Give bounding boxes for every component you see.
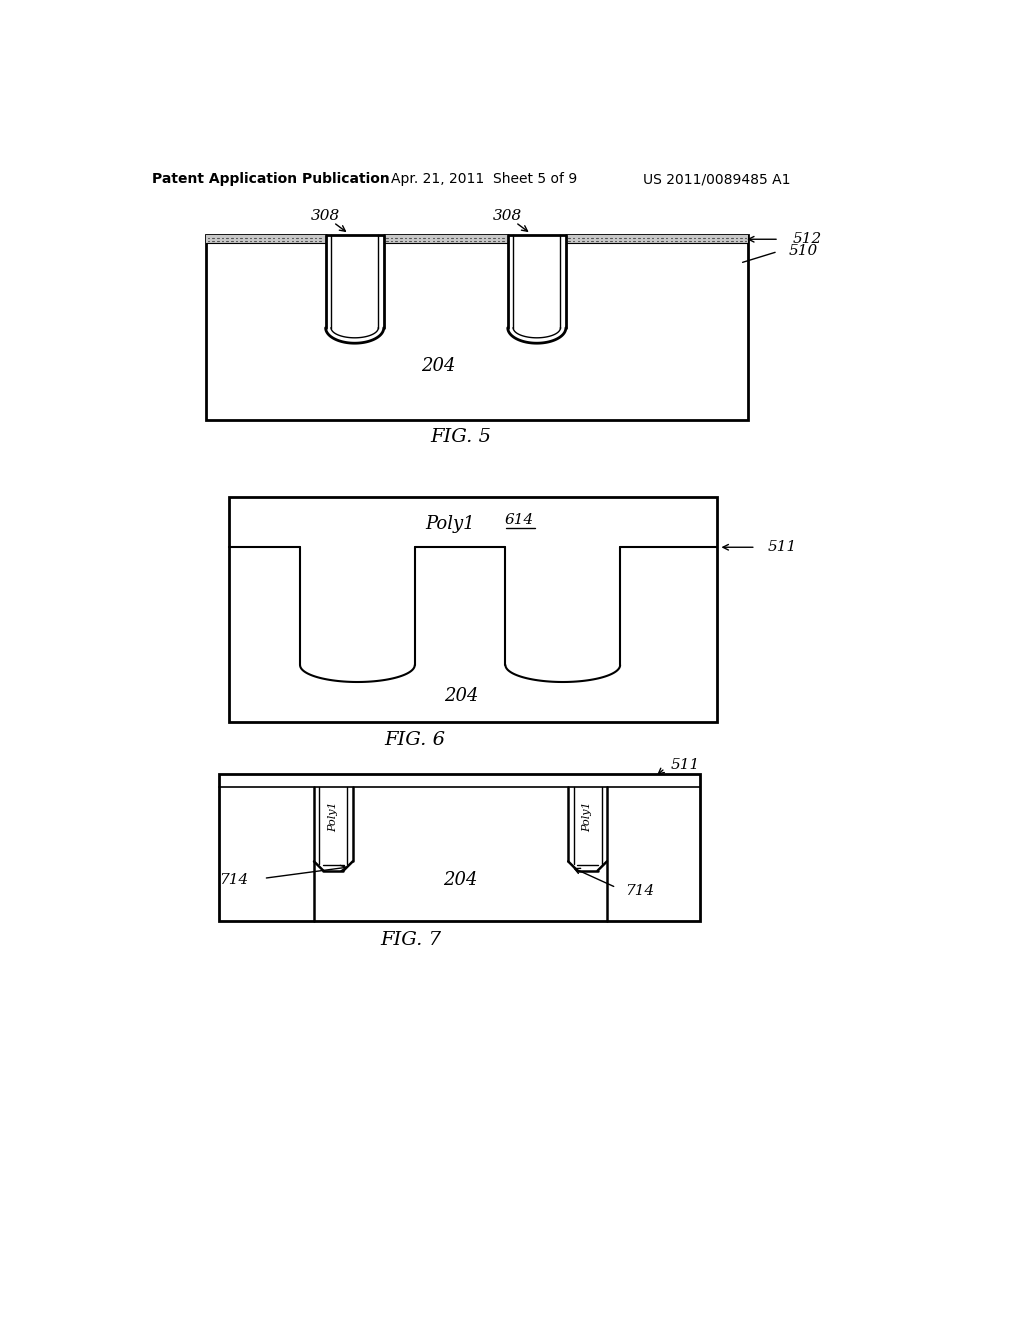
Text: 614: 614 [505,513,534,527]
Text: Patent Application Publication: Patent Application Publication [153,172,390,186]
Text: 714: 714 [626,884,654,899]
Text: 510: 510 [788,244,817,257]
Bar [206,235,748,420]
Text: Poly1: Poly1 [425,515,474,533]
Bar [206,235,326,243]
Bar [384,235,508,243]
Text: 308: 308 [311,209,340,223]
Text: 511: 511 [767,540,797,554]
Text: FIG. 5: FIG. 5 [431,428,492,446]
Text: 204: 204 [444,686,478,705]
Text: Poly1: Poly1 [583,801,593,833]
Text: Apr. 21, 2011  Sheet 5 of 9: Apr. 21, 2011 Sheet 5 of 9 [391,172,578,186]
Bar [219,775,700,921]
Text: 204: 204 [443,871,478,890]
Bar [228,498,717,722]
Text: 511: 511 [671,758,699,772]
Text: US 2011/0089485 A1: US 2011/0089485 A1 [643,172,791,186]
Bar [566,235,748,243]
Text: 512: 512 [793,232,822,247]
Text: 308: 308 [494,209,522,223]
Text: FIG. 7: FIG. 7 [380,931,441,949]
Text: 204: 204 [421,358,456,375]
Text: 714: 714 [219,873,248,887]
Text: Poly1: Poly1 [329,801,338,833]
Text: FIG. 6: FIG. 6 [384,731,445,748]
